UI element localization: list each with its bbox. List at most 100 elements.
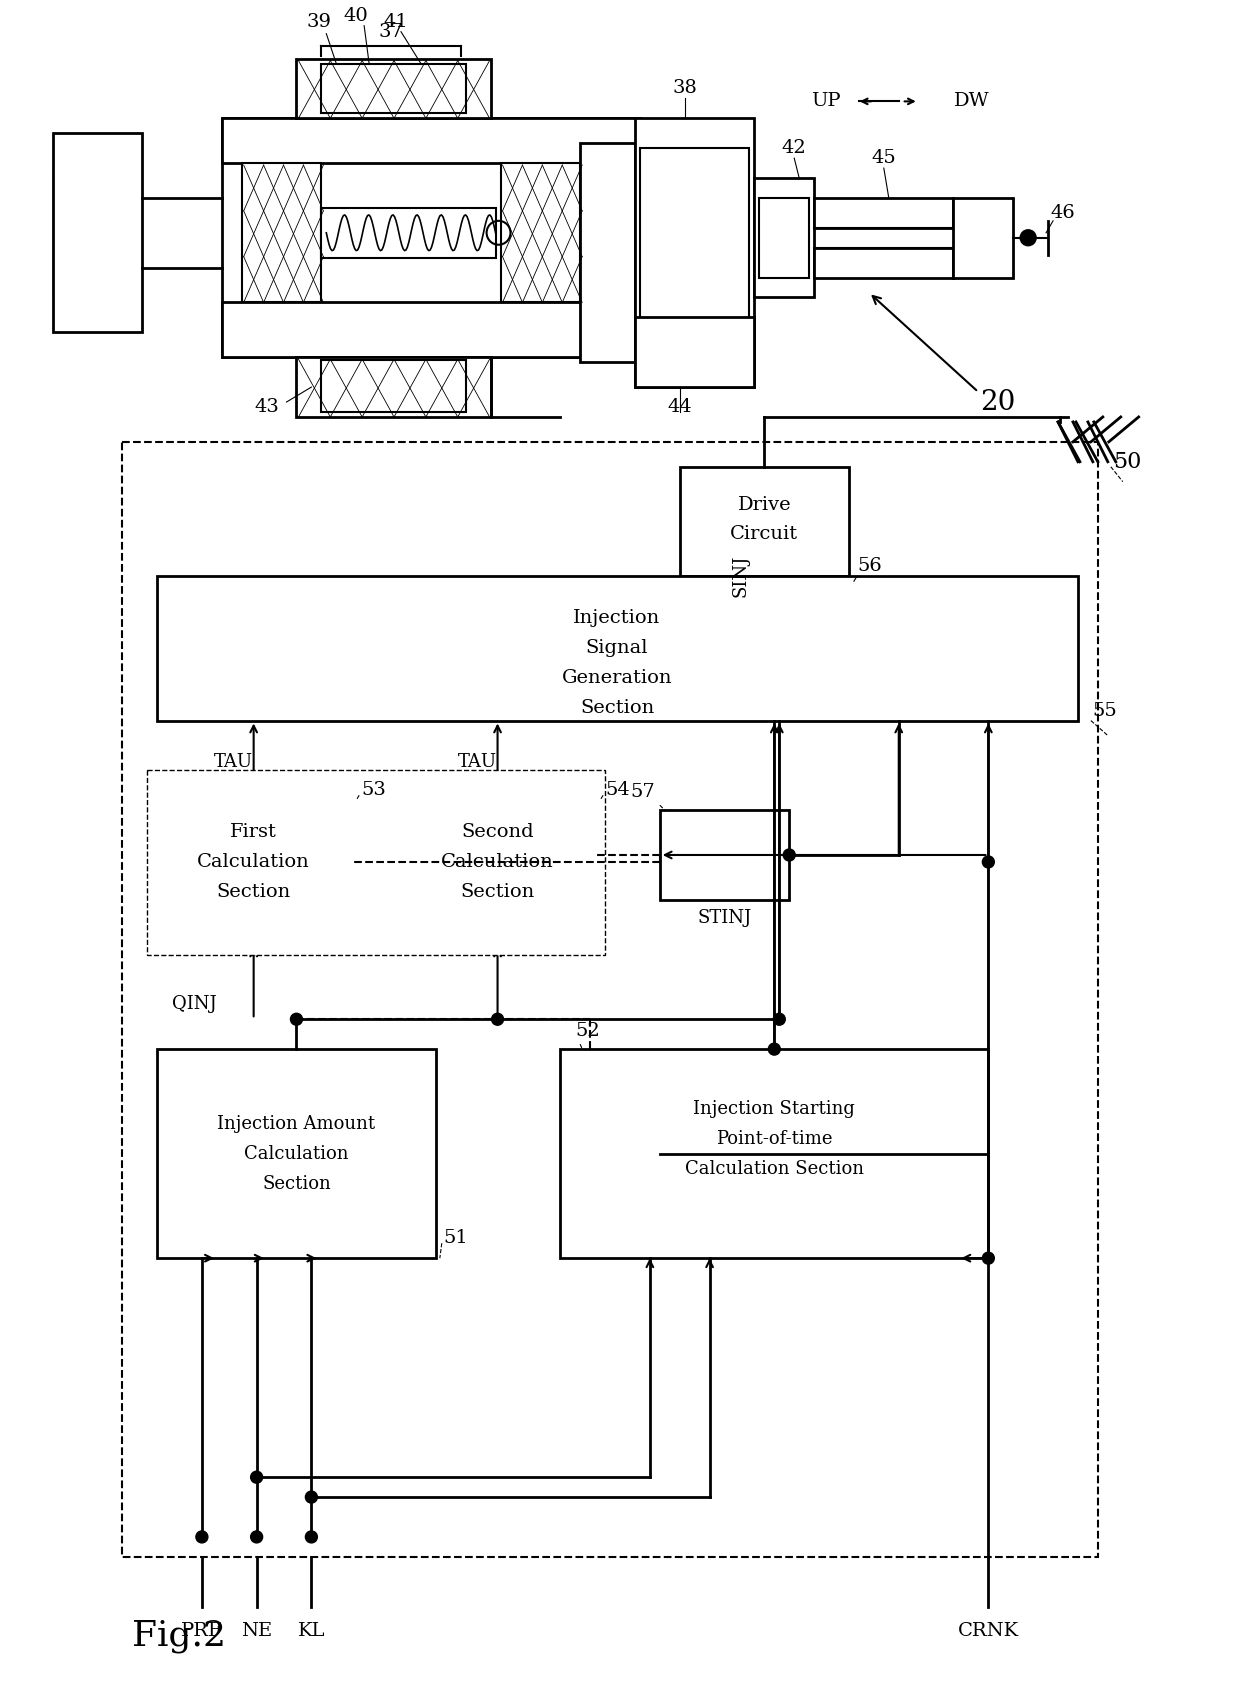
Text: SINJ: SINJ [732,555,749,598]
Text: 44: 44 [667,399,692,416]
Circle shape [774,1013,785,1025]
Bar [401,780,595,945]
Bar [321,63,466,114]
Circle shape [769,1044,780,1056]
Circle shape [305,1492,317,1504]
Text: Circuit: Circuit [730,526,799,543]
Text: 52: 52 [575,1022,600,1041]
Bar [635,118,754,387]
Bar [501,163,580,303]
Bar [321,208,496,257]
Bar [296,358,491,417]
Bar [815,198,954,228]
Bar [815,247,954,278]
Circle shape [305,1531,317,1543]
Bar [954,198,1013,278]
Bar [296,58,491,118]
Text: TAU: TAU [458,753,497,771]
Bar [148,770,605,955]
Text: Section: Section [460,882,534,901]
Text: PRF: PRF [181,1623,223,1640]
Text: 43: 43 [254,399,279,416]
Bar [501,163,580,303]
Text: TAU: TAU [215,753,253,771]
Circle shape [196,1531,208,1543]
Text: 57: 57 [630,783,655,802]
Text: Calculation: Calculation [244,1144,348,1163]
Bar [242,163,321,303]
Bar [660,811,789,899]
Bar [222,118,640,163]
Text: UP: UP [811,92,841,111]
Bar [635,317,754,387]
Text: 46: 46 [1050,204,1075,221]
Text: First: First [231,823,277,841]
Text: Injection: Injection [573,610,661,627]
Bar [157,1049,435,1259]
Text: Section: Section [580,698,655,717]
Bar [242,163,321,303]
Text: Section: Section [262,1175,331,1192]
Bar [754,179,815,298]
Text: 56: 56 [857,557,882,576]
Text: Section: Section [217,882,290,901]
Text: 38: 38 [672,80,697,97]
Text: 53: 53 [361,782,386,799]
Circle shape [290,1013,303,1025]
Bar [52,133,143,332]
Circle shape [250,1531,263,1543]
Bar [222,303,640,358]
Text: STINJ: STINJ [697,909,751,926]
Bar [635,118,754,387]
Text: 42: 42 [782,140,806,157]
Bar [296,58,491,118]
Bar [954,198,1013,278]
Text: Drive: Drive [738,496,791,514]
Circle shape [491,1013,503,1025]
Text: Point-of-time: Point-of-time [715,1129,832,1148]
Circle shape [250,1471,263,1483]
Text: 20: 20 [981,388,1016,416]
Bar [640,148,749,358]
Bar [560,1049,988,1259]
Text: 45: 45 [872,150,897,167]
Bar [157,780,351,945]
Text: Injection Amount: Injection Amount [217,1115,376,1132]
Circle shape [982,1252,994,1264]
Bar [680,467,849,576]
Circle shape [1021,230,1037,245]
Bar [580,143,635,363]
Bar [296,358,491,417]
Bar [222,303,640,358]
Bar [222,118,640,358]
Bar [815,198,954,228]
Bar [52,174,82,293]
Text: KL: KL [298,1623,325,1640]
Text: Calculation Section: Calculation Section [684,1160,864,1177]
Text: Injection Starting: Injection Starting [693,1100,856,1117]
Bar [815,247,954,278]
Text: 40: 40 [343,7,368,26]
Text: NE: NE [241,1623,273,1640]
Bar [759,198,810,278]
Text: Generation: Generation [562,669,672,686]
Circle shape [982,857,994,869]
Text: 39: 39 [306,12,332,31]
Text: Calculation: Calculation [441,853,554,870]
Text: 50: 50 [1112,451,1141,473]
Bar [157,576,1078,720]
Text: 37: 37 [378,22,403,41]
Text: QINJ: QINJ [172,995,217,1013]
Text: Fig.2: Fig.2 [133,1620,226,1654]
Text: 51: 51 [444,1230,469,1247]
Bar [52,133,143,332]
Text: DW: DW [954,92,990,111]
Bar [123,441,1097,1557]
Text: 54: 54 [605,782,630,799]
Text: Second: Second [461,823,534,841]
Bar [222,118,640,163]
Bar [754,179,815,298]
Text: Calculation: Calculation [197,853,310,870]
Text: Signal: Signal [585,639,649,657]
Circle shape [784,850,795,862]
